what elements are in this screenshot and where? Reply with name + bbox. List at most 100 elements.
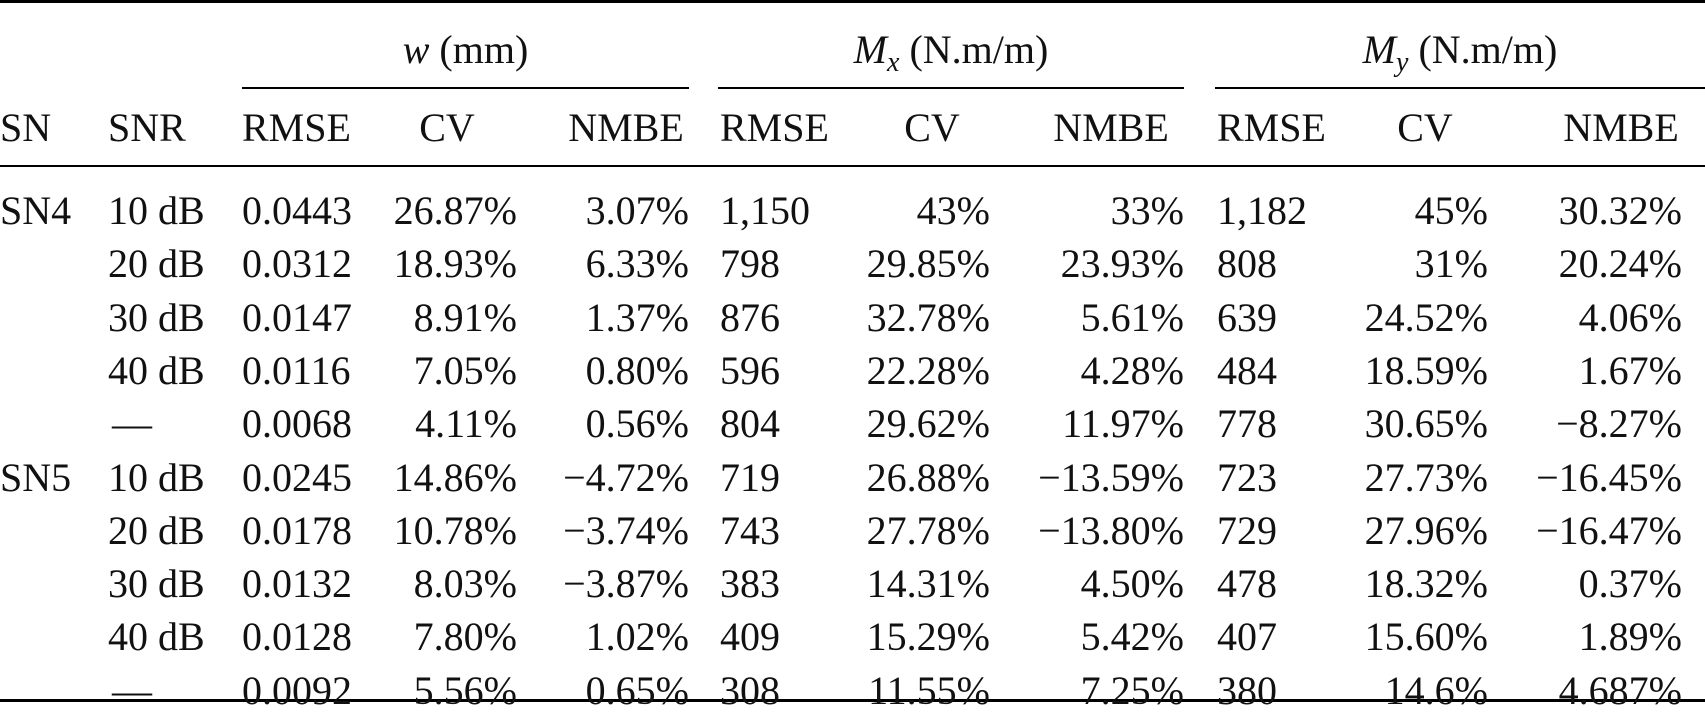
column-header-cv-w: CV — [419, 105, 475, 150]
table-cell-snr: — — [112, 668, 152, 713]
table-cell-nmbe-mx: 11.97% — [1062, 401, 1184, 446]
group-unit: (N.m/m) — [899, 27, 1049, 72]
table-cell-nmbe-w: −3.74% — [563, 508, 689, 553]
table-cell-snr: 10 dB — [108, 188, 205, 233]
table-cell-rmse-w: 0.0147 — [242, 295, 352, 340]
table-cell-snr: 30 dB — [108, 295, 205, 340]
group-mx-underline — [718, 87, 1184, 89]
table-cell-cv-mx: 29.85% — [866, 241, 990, 286]
group-header-my: My (N.m/m) — [1215, 25, 1705, 77]
table-cell-rmse-w: 0.0178 — [242, 508, 352, 553]
table-cell-rmse-my: 729 — [1217, 508, 1277, 553]
table-cell-cv-my: 18.59% — [1364, 348, 1488, 393]
table-cell-nmbe-my: 4.687% — [1558, 668, 1682, 713]
table-cell-nmbe-w: 6.33% — [585, 241, 689, 286]
table-cell-rmse-mx: 596 — [720, 348, 780, 393]
table-cell-rmse-mx: 383 — [720, 561, 780, 606]
group-my-underline — [1215, 87, 1705, 89]
table-cell-rmse-my: 1,182 — [1217, 188, 1307, 233]
column-header-sn: SN — [0, 105, 52, 150]
table-cell-rmse-mx: 1,150 — [720, 188, 810, 233]
table-cell-rmse-my: 723 — [1217, 455, 1277, 500]
table-cell-nmbe-my: 0.37% — [1578, 561, 1682, 606]
group-unit: (mm) — [429, 27, 529, 72]
table-cell-cv-my: 30.65% — [1364, 401, 1488, 446]
table-cell-rmse-my: 639 — [1217, 295, 1277, 340]
table-cell-nmbe-my: −8.27% — [1556, 401, 1682, 446]
table-cell-cv-my: 18.32% — [1364, 561, 1488, 606]
table-cell-cv-mx: 26.88% — [866, 455, 990, 500]
table-cell-cv-mx: 14.31% — [866, 561, 990, 606]
table-cell-cv-w: 14.86% — [393, 455, 517, 500]
table-cell-nmbe-w: −3.87% — [563, 561, 689, 606]
column-header-nmbe-mx: NMBE — [1053, 105, 1169, 150]
table-cell-nmbe-w: −4.72% — [563, 455, 689, 500]
table-cell-rmse-my: 778 — [1217, 401, 1277, 446]
table-cell-rmse-mx: 719 — [720, 455, 780, 500]
group-subscript: x — [887, 47, 900, 78]
table-cell-cv-my: 31% — [1414, 241, 1488, 286]
table-cell-rmse-w: 0.0116 — [242, 348, 351, 393]
table-cell-cv-mx: 29.62% — [866, 401, 990, 446]
table-cell-cv-w: 7.80% — [413, 614, 517, 659]
table-cell-cv-my: 27.96% — [1364, 508, 1488, 553]
table-cell-rmse-mx: 876 — [720, 295, 780, 340]
group-header-w: w (mm) — [242, 25, 689, 75]
table-cell-cv-w: 10.78% — [393, 508, 517, 553]
table-cell-nmbe-mx: 33% — [1110, 188, 1184, 233]
table-cell-nmbe-mx: 5.61% — [1080, 295, 1184, 340]
table-cell-rmse-w: 0.0128 — [242, 614, 352, 659]
column-header-nmbe-my: NMBE — [1563, 105, 1679, 150]
table-cell-nmbe-mx: 4.50% — [1080, 561, 1184, 606]
table-top-rule — [0, 0, 1705, 3]
table-cell-nmbe-w: 0.56% — [585, 401, 689, 446]
table-cell-nmbe-w: 1.02% — [585, 614, 689, 659]
table-cell-rmse-mx: 409 — [720, 614, 780, 659]
table-cell-nmbe-w: 3.07% — [585, 188, 689, 233]
table-cell-nmbe-my: 20.24% — [1558, 241, 1682, 286]
table-cell-rmse-mx: 743 — [720, 508, 780, 553]
table-cell-rmse-w: 0.0245 — [242, 455, 352, 500]
table-cell-sn: SN4 — [0, 188, 72, 233]
table-cell-rmse-w: 0.0132 — [242, 561, 352, 606]
table-cell-cv-w: 4.11% — [415, 401, 517, 446]
table-cell-snr: 20 dB — [108, 508, 205, 553]
table-cell-snr: 40 dB — [108, 614, 205, 659]
table-cell-snr: 40 dB — [108, 348, 205, 393]
table-cell-nmbe-mx: −13.59% — [1038, 455, 1184, 500]
table-cell-cv-my: 24.52% — [1364, 295, 1488, 340]
table-cell-rmse-mx: 804 — [720, 401, 780, 446]
column-header-cv-mx: CV — [904, 105, 960, 150]
group-symbol: w — [402, 27, 430, 72]
table-cell-cv-w: 8.91% — [413, 295, 517, 340]
table-cell-rmse-my: 484 — [1217, 348, 1277, 393]
table-bottom-rule — [0, 699, 1705, 702]
table-cell-sn: SN5 — [0, 455, 72, 500]
table-cell-nmbe-my: 30.32% — [1558, 188, 1682, 233]
table-cell-rmse-mx: 798 — [720, 241, 780, 286]
column-header-rmse-mx: RMSE — [720, 105, 829, 150]
table-cell-cv-mx: 15.29% — [866, 614, 990, 659]
table-cell-cv-w: 7.05% — [413, 348, 517, 393]
table-cell-nmbe-my: 4.06% — [1578, 295, 1682, 340]
table-cell-cv-w: 26.87% — [393, 188, 517, 233]
group-header-mx: Mx (N.m/m) — [718, 25, 1184, 78]
table-cell-nmbe-mx: 4.28% — [1080, 348, 1184, 393]
table-cell-nmbe-my: −16.47% — [1536, 508, 1682, 553]
table-cell-snr: 30 dB — [108, 561, 205, 606]
table-cell-cv-mx: 32.78% — [866, 295, 990, 340]
table-cell-nmbe-w: 0.80% — [585, 348, 689, 393]
table-cell-cv-my: 27.73% — [1364, 455, 1488, 500]
table-cell-snr: 20 dB — [108, 241, 205, 286]
table-cell-rmse-w: 0.0312 — [242, 241, 352, 286]
column-header-cv-my: CV — [1397, 105, 1453, 150]
table-cell-rmse-my: 808 — [1217, 241, 1277, 286]
group-w-underline — [242, 87, 689, 89]
header-bottom-rule — [0, 165, 1705, 167]
group-unit: (N.m/m) — [1408, 27, 1558, 72]
column-header-nmbe-w: NMBE — [568, 105, 684, 150]
table-cell-cv-my: 45% — [1414, 188, 1488, 233]
table-cell-cv-my: 15.60% — [1364, 614, 1488, 659]
table-cell-nmbe-my: 1.89% — [1578, 614, 1682, 659]
table-cell-snr: — — [112, 401, 152, 446]
